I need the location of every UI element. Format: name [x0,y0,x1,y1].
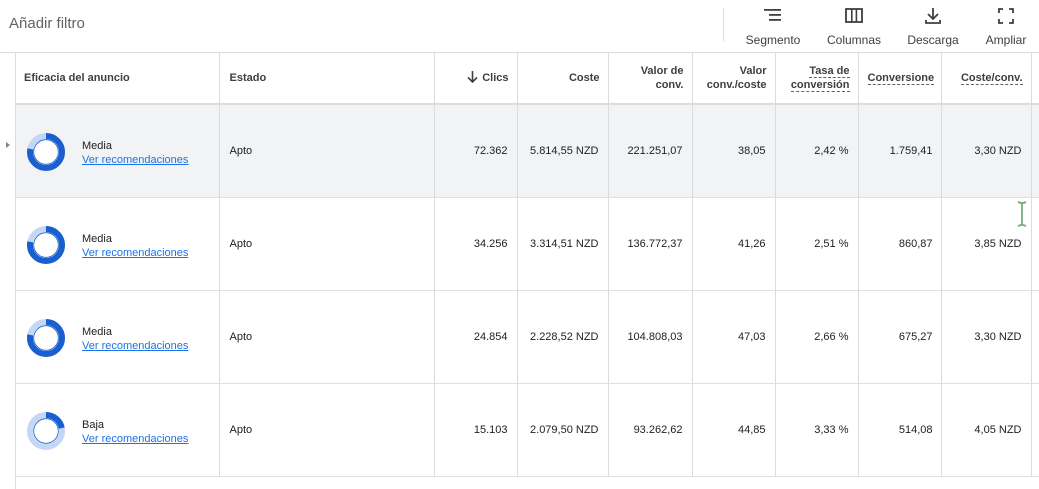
cell-status: Apto [219,383,435,477]
header-conv-value-line1: Valor de [640,65,684,77]
header-clicks[interactable]: Clics [434,53,518,105]
cell-conv-value: 136.772,37 [608,197,693,291]
cell-cost: 3.314,51 NZD [517,197,609,291]
header-value-cost-line1: Valor [739,65,767,77]
cell-value-cost: 47,03 [692,290,776,384]
ads-table: Eficacia del anuncio Estado Clics Coste … [16,53,1039,477]
header-status[interactable]: Estado [219,53,435,105]
cell-value-cost: 44,85 [692,383,776,477]
cell-cost: 2.228,52 NZD [517,290,609,384]
table-row[interactable]: Media Ver recomendaciones Apto 24.854 2.228,… [16,290,1039,384]
header-value-cost-line2: conv./coste [706,79,767,91]
cell-status: Apto [219,197,435,291]
text-cursor-icon [1017,201,1027,227]
header-conv-rate[interactable]: Tasa de conversión [775,53,859,105]
ad-strength-donut-icon [27,133,65,171]
cell-cost-conv: 3,85 NZD [941,197,1032,291]
ad-strength-level: Media [82,140,112,152]
row-selector-gutter [0,53,16,489]
cell-conv-value: 221.251,07 [608,104,693,198]
header-value-per-cost[interactable]: Valor conv./coste [692,53,776,105]
fullscreen-button[interactable]: Ampliar [983,6,1029,48]
cell-conversions: 514,08 [858,383,942,477]
cell-conv-value: 93.262,62 [608,383,693,477]
header-conversions[interactable]: Conversione [858,53,942,105]
cell-conversions: 675,27 [858,290,942,384]
header-conv-value[interactable]: Valor de conv. [608,53,693,105]
fullscreen-icon [998,8,1014,24]
header-overflow [1031,53,1039,105]
cell-conv-value: 104.808,03 [608,290,693,384]
cell-status: Apto [219,290,435,384]
columns-button[interactable]: Columnas [825,6,883,48]
segment-button[interactable]: Segmento [744,6,802,48]
cell-ad-strength: Media Ver recomendaciones [16,197,220,291]
cell-ad-strength: Baja Ver recomendaciones [16,383,220,477]
view-recommendations-link[interactable]: Ver recomendaciones [82,246,189,259]
add-filter-button[interactable]: Añadir filtro [9,15,85,32]
segment-label: Segmento [745,33,801,47]
sort-descending-icon [467,71,478,83]
cell-overflow [1031,197,1039,291]
cell-clicks: 15.103 [434,383,518,477]
table-row[interactable]: Media Ver recomendaciones Apto 72.362 5.814,… [16,104,1039,198]
fullscreen-label: Ampliar [985,33,1027,47]
ad-strength-donut-icon [27,225,65,264]
cell-conv-rate: 2,66 % [775,290,859,384]
cell-cost-conv: 4,05 NZD [941,383,1032,477]
ad-strength-donut-icon [27,411,65,450]
cell-conversions: 1.759,41 [858,104,942,198]
columns-label: Columnas [826,33,882,47]
cell-cost: 2.079,50 NZD [517,383,609,477]
table-header-row: Eficacia del anuncio Estado Clics Coste … [16,53,1039,105]
header-cost[interactable]: Coste [517,53,609,105]
cell-clicks: 24.854 [434,290,518,384]
cell-conv-rate: 3,33 % [775,383,859,477]
cell-cost: 5.814,55 NZD [517,104,609,198]
cell-overflow [1031,290,1039,384]
cell-overflow [1031,104,1039,198]
cell-clicks: 72.362 [434,104,518,198]
cell-value-cost: 41,26 [692,197,776,291]
cell-conversions: 860,87 [858,197,942,291]
cell-clicks: 34.256 [434,197,518,291]
header-ad-strength[interactable]: Eficacia del anuncio [16,53,220,105]
download-icon [925,8,941,24]
header-conv-rate-line1: Tasa de [809,65,850,78]
table-toolbar: Añadir filtro Segmento Columnas Descarga [0,0,1039,53]
cell-value-cost: 38,05 [692,104,776,198]
header-clicks-label: Clics [482,72,509,84]
cell-conv-rate: 2,42 % [775,104,859,198]
cell-cost-conv: 3,30 NZD [941,104,1032,198]
cell-cost-conv: 3,30 NZD [941,290,1032,384]
table-row[interactable]: Baja Ver recomendaciones Apto 15.103 2.079,5… [16,383,1039,477]
columns-icon [845,8,863,23]
view-recommendations-link[interactable]: Ver recomendaciones [82,432,189,445]
ad-strength-level: Media [82,232,112,245]
cell-ad-strength: Media Ver recomendaciones [16,290,220,384]
ad-strength-level: Baja [82,418,105,431]
download-label: Descarga [907,33,959,47]
view-recommendations-link[interactable]: Ver recomendaciones [82,339,189,352]
cell-ad-strength: Media Ver recomendaciones [16,104,220,198]
view-recommendations-link[interactable]: Ver recomendaciones [82,154,189,166]
cell-overflow [1031,383,1039,477]
header-conv-rate-line2: conversión [790,79,850,92]
segment-icon [764,9,781,21]
toolbar-divider [723,8,724,41]
row-expand-caret-icon[interactable] [6,142,10,148]
table-row[interactable]: Media Ver recomendaciones Apto 34.256 3.314,… [16,197,1039,291]
header-cost-per-conv[interactable]: Coste/conv. [941,53,1032,105]
ads-table-region: Eficacia del anuncio Estado Clics Coste … [0,53,1039,489]
cell-status: Apto [219,104,435,198]
ad-strength-level: Media [82,325,112,338]
cell-conv-rate: 2,51 % [775,197,859,291]
header-conv-value-line2: conv. [655,79,684,91]
ad-strength-donut-icon [27,318,65,357]
download-button[interactable]: Descarga [905,6,961,48]
